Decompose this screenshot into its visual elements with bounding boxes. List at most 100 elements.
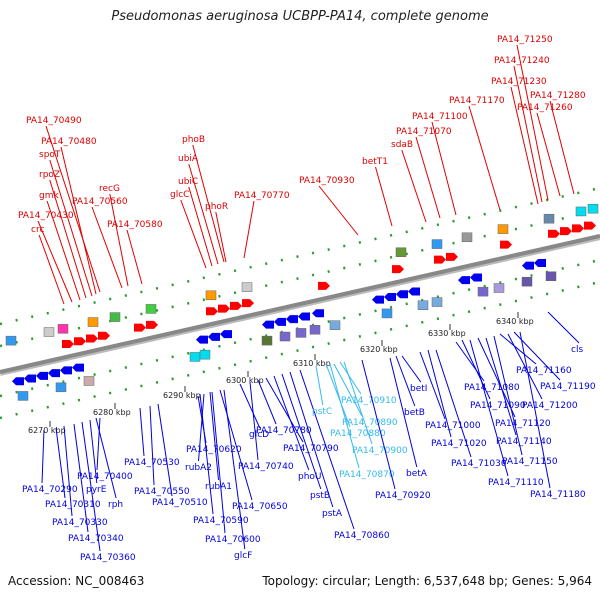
gene-label-pa14-71200[interactable]: PA14_71200: [522, 401, 578, 411]
gene-label-pa14-70530[interactable]: PA14_70530: [124, 458, 180, 468]
gene-label-cls[interactable]: cls: [571, 345, 583, 355]
gene-label-glcc[interactable]: glcC: [170, 190, 189, 200]
gene-label-pa14-71280[interactable]: PA14_71280: [530, 91, 586, 101]
gene-label-pa14-71230[interactable]: PA14_71230: [491, 77, 547, 87]
gene-label-pa14-71150[interactable]: PA14_71150: [502, 457, 558, 467]
gene-label-recg[interactable]: recG: [99, 184, 120, 194]
reverse-gene-arrow: [208, 332, 220, 341]
gene-label-pstc[interactable]: pstC: [312, 407, 332, 417]
gene-label-beti[interactable]: betI: [410, 384, 427, 394]
gene-label-pa14-71240[interactable]: PA14_71240: [494, 56, 550, 66]
gene-label-pa14-70910[interactable]: PA14_70910: [341, 396, 397, 406]
gene-label-pa14-70880[interactable]: PA14_70880: [330, 429, 386, 439]
gene-label-phor[interactable]: phoR: [205, 202, 228, 212]
reverse-gene-arrow: [24, 374, 36, 383]
gene-label-pa14-70330[interactable]: PA14_70330: [52, 518, 108, 528]
leader-line: [211, 391, 226, 534]
gene-label-pa14-71020[interactable]: PA14_71020: [431, 439, 487, 449]
gene-label-pa14-71080[interactable]: PA14_71080: [464, 383, 520, 393]
gene-label-crc[interactable]: crc: [31, 225, 44, 235]
gene-label-pa14-70360[interactable]: PA14_70360: [80, 553, 136, 563]
forward-feature-box: [205, 290, 217, 301]
leader-line: [333, 363, 363, 417]
gene-label-pa14-70770[interactable]: PA14_70770: [234, 191, 290, 201]
forward-gene-arrow: [230, 301, 242, 310]
gene-label-pa14-70430[interactable]: PA14_70430: [18, 211, 74, 221]
forward-gene-arrow: [218, 304, 230, 313]
gene-label-pa14-70620[interactable]: PA14_70620: [186, 445, 242, 455]
gene-label-pa14-70920[interactable]: PA14_70920: [375, 491, 431, 501]
gene-label-pa14-70590[interactable]: PA14_70590: [193, 516, 249, 526]
gene-label-betb[interactable]: betB: [404, 408, 425, 418]
gene-label-pa14-71170[interactable]: PA14_71170: [449, 96, 505, 106]
forward-feature-box: [43, 327, 55, 337]
forward-gene-arrow: [548, 229, 560, 238]
gene-label-phou[interactable]: phoU: [298, 472, 322, 482]
reverse-gene-arrow: [60, 366, 72, 375]
gene-label-ubic[interactable]: ubiC: [178, 177, 198, 187]
gene-label-pa14-71260[interactable]: PA14_71260: [517, 103, 573, 113]
gene-label-ruba2[interactable]: rubA2: [185, 463, 212, 473]
gene-label-pa14-71100[interactable]: PA14_71100: [412, 112, 468, 122]
gene-label-pa14-70580[interactable]: PA14_70580: [107, 220, 163, 230]
gene-label-pa14-70650[interactable]: PA14_70650: [232, 502, 288, 512]
gene-label-pa14-70930[interactable]: PA14_70930: [299, 176, 355, 186]
gene-label-pstb[interactable]: pstB: [310, 491, 330, 501]
gene-label-pa14-71180[interactable]: PA14_71180: [530, 490, 586, 500]
gene-label-pa14-70740[interactable]: PA14_70740: [238, 462, 294, 472]
gene-label-pa14-70550[interactable]: PA14_70550: [134, 487, 190, 497]
reverse-feature-box: [309, 324, 321, 335]
gene-label-pa14-71000[interactable]: PA14_71000: [425, 421, 481, 431]
leader-line: [46, 200, 81, 301]
forward-gene-arrow: [62, 339, 74, 348]
gene-label-pa14-71190[interactable]: PA14_71190: [540, 382, 596, 392]
gene-label-pa14-70790[interactable]: PA14_70790: [283, 444, 339, 454]
gene-label-pa14-71140[interactable]: PA14_71140: [496, 437, 552, 447]
gene-label-pa14-71120[interactable]: PA14_71120: [495, 419, 551, 429]
gene-label-pa14-70340[interactable]: PA14_70340: [68, 534, 124, 544]
gene-label-pa14-70860[interactable]: PA14_70860: [334, 531, 390, 541]
gene-label-spot[interactable]: spoT: [39, 150, 61, 160]
forward-gene-arrow: [206, 307, 218, 316]
reverse-feature-box: [295, 328, 307, 338]
gene-label-pa14-70560[interactable]: PA14_70560: [72, 197, 128, 207]
gene-label-ruba1[interactable]: rubA1: [205, 482, 232, 492]
gene-label-pa14-71070[interactable]: PA14_71070: [396, 127, 452, 137]
gene-label-pa14-70490[interactable]: PA14_70490: [26, 116, 82, 126]
gene-label-pa14-71160[interactable]: PA14_71160: [516, 366, 572, 376]
reverse-feature-box: [199, 349, 211, 360]
gene-label-ubia[interactable]: ubiA: [178, 154, 199, 164]
gene-label-rpoz[interactable]: rpoZ: [39, 170, 60, 180]
gene-label-glcf[interactable]: glcF: [234, 551, 252, 561]
gene-label-phob[interactable]: phoB: [182, 135, 205, 145]
leader-line: [289, 371, 334, 508]
reverse-feature-box: [381, 308, 393, 319]
gene-label-pa14-71250[interactable]: PA14_71250: [497, 35, 553, 45]
gene-label-pa14-70900[interactable]: PA14_70900: [352, 446, 408, 456]
gene-label-psta[interactable]: pstA: [322, 509, 343, 519]
leader-line: [361, 359, 396, 490]
genome-summary: Topology: circular; Length: 6,537,648 bp…: [262, 574, 592, 588]
gene-label-pyre[interactable]: pyrE: [86, 485, 107, 495]
gene-label-pa14-70510[interactable]: PA14_70510: [152, 498, 208, 508]
gene-label-gmk[interactable]: gmk: [39, 191, 59, 201]
gene-label-bett1[interactable]: betT1: [362, 157, 388, 167]
gene-label-pa14-70870[interactable]: PA14_70870: [339, 470, 395, 480]
gene-label-glcd[interactable]: glcD: [249, 430, 269, 440]
gene-label-pa14-70290[interactable]: PA14_70290: [22, 485, 78, 495]
reverse-gene-arrow: [534, 258, 546, 267]
gene-label-pa14-70480[interactable]: PA14_70480: [41, 137, 97, 147]
gene-label-pa14-70780[interactable]: PA14_70780: [256, 426, 312, 436]
gene-label-pa14-71110[interactable]: PA14_71110: [488, 478, 544, 488]
gene-label-rph[interactable]: rph: [108, 500, 123, 510]
gene-label-beta[interactable]: betA: [406, 469, 428, 479]
gene-label-pa14-70400[interactable]: PA14_70400: [77, 472, 133, 482]
leader-line: [199, 393, 214, 515]
gene-label-sdab[interactable]: sdaB: [391, 140, 413, 150]
gene-label-pa14-71090[interactable]: PA14_71090: [470, 401, 526, 411]
reverse-feature-box: [17, 391, 29, 401]
gene-label-pa14-71030[interactable]: PA14_71030: [451, 459, 507, 469]
gene-label-pa14-70310[interactable]: PA14_70310: [45, 500, 101, 510]
gene-label-pa14-70890[interactable]: PA14_70890: [342, 418, 398, 428]
gene-label-pa14-70600[interactable]: PA14_70600: [205, 535, 261, 545]
